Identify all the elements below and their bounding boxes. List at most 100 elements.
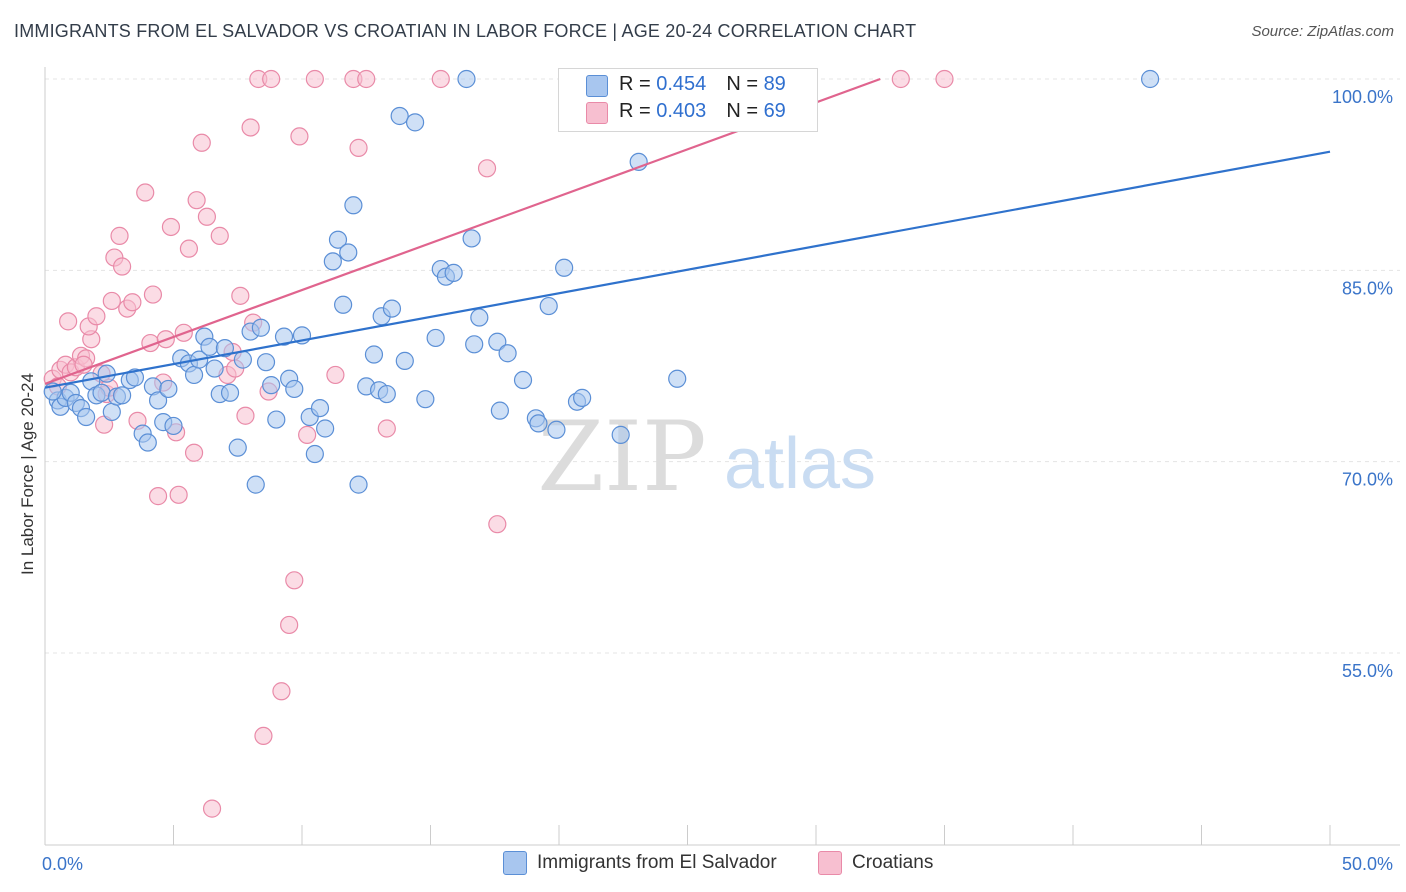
el-salvador-point	[470, 308, 489, 327]
el-salvador-point	[529, 414, 548, 433]
y-tick-label: 70.0%	[1342, 470, 1393, 490]
el-salvador-point	[125, 368, 145, 387]
el-salvador-point	[164, 416, 183, 436]
el-salvador-point	[267, 410, 286, 429]
el-salvador-point	[426, 328, 445, 348]
el-salvador-point	[364, 345, 384, 364]
el-salvador-point	[159, 379, 178, 399]
el-salvador-point	[138, 433, 157, 452]
croatians-point	[184, 443, 204, 462]
source-credit: Source: ZipAtlas.com	[1251, 23, 1394, 40]
el-salvador-point	[498, 344, 517, 363]
legend-n-value: 69	[763, 100, 786, 122]
el-salvador-point	[1140, 69, 1160, 89]
croatians-point	[488, 515, 507, 534]
el-salvador-point	[611, 425, 630, 444]
croatians-point	[123, 293, 142, 312]
el-salvador-point	[220, 383, 240, 402]
el-salvador-point	[555, 258, 574, 277]
el-salvador-point	[305, 444, 324, 464]
croatians-point	[236, 406, 255, 425]
bottom-legend-label-croatians: Croatians	[852, 852, 934, 873]
el-salvador-point	[102, 402, 121, 422]
bottom-legend-swatch-el-salvador	[503, 851, 527, 875]
el-salvador-point	[228, 438, 247, 457]
croatians-point	[349, 138, 368, 157]
el-salvador-point	[416, 390, 435, 409]
el-salvador-point	[97, 364, 116, 383]
chart-title: IMMIGRANTS FROM EL SALVADOR VS CROATIAN …	[14, 21, 917, 41]
bottom-legend-label-el-salvador: Immigrants from El Salvador	[537, 852, 777, 873]
legend-r-label: R =	[619, 100, 657, 122]
bottom-legend-swatch-croatians	[818, 851, 842, 875]
el-salvador-point	[323, 252, 342, 271]
croatians-point	[87, 307, 106, 326]
el-salvador-points	[43, 69, 1160, 494]
el-salvador-point	[539, 296, 558, 316]
el-salvador-point	[405, 113, 425, 132]
axes	[44, 67, 1400, 846]
legend-swatch-el-salvador	[586, 75, 608, 97]
croatians-point	[477, 159, 497, 178]
croatians-point	[169, 485, 188, 504]
croatians-point	[192, 133, 211, 152]
legend-r-label: R =	[619, 73, 657, 95]
el-salvador-point	[382, 299, 402, 318]
el-salvador-point	[262, 376, 281, 395]
el-salvador-point	[344, 196, 363, 215]
croatians-point	[891, 69, 910, 89]
el-salvador-point	[112, 386, 132, 405]
el-salvador-point	[444, 263, 463, 282]
legend-n-label: N =	[726, 100, 764, 122]
el-salvador-point	[668, 369, 687, 388]
croatians-point	[202, 799, 222, 818]
el-salvador-point	[573, 388, 592, 407]
croatians-point	[179, 239, 199, 258]
correlation-legend: R = 0.454 N = 89 R = 0.403 N = 69	[558, 68, 818, 132]
x-tick-label: 50.0%	[1342, 854, 1393, 874]
bottom-legend-el-salvador: Immigrants from El Salvador	[503, 851, 777, 875]
croatians-point	[197, 207, 217, 226]
y-tick-label: 55.0%	[1342, 661, 1393, 681]
croatians-point	[298, 425, 317, 444]
el-salvador-point	[377, 384, 396, 404]
croatians-point	[290, 127, 309, 146]
el-salvador-point	[310, 398, 330, 418]
croatians-point	[210, 226, 229, 245]
legend-r-value: 0.454	[656, 73, 707, 95]
el-salvador-point	[334, 295, 353, 314]
el-salvador-point	[184, 365, 204, 385]
el-salvador-point	[205, 359, 224, 378]
croatians-point	[143, 285, 163, 304]
croatians-point	[377, 419, 396, 438]
el-salvador-point	[349, 475, 368, 494]
croatians-point	[110, 226, 129, 245]
el-salvador-point	[465, 335, 484, 354]
el-salvador-point	[316, 419, 335, 438]
legend-r-value: 0.403	[656, 100, 707, 122]
croatians-point	[102, 291, 121, 311]
el-salvador-point	[285, 379, 304, 399]
el-salvador-point	[256, 353, 276, 372]
bottom-legend-croatians: Croatians	[818, 851, 933, 875]
croatians-point	[305, 69, 324, 89]
el-salvador-point	[339, 243, 358, 262]
x-tick-label: 0.0%	[42, 854, 83, 874]
croatians-point	[59, 312, 78, 331]
el-salvador-point	[148, 391, 168, 410]
el-salvador-point	[251, 318, 270, 337]
el-salvador-point	[92, 383, 111, 402]
croatians-point	[272, 682, 291, 701]
legend-swatch-croatians	[586, 102, 608, 124]
croatians-point	[357, 69, 376, 89]
el-salvador-point	[395, 351, 414, 370]
el-salvador-point	[513, 370, 533, 390]
croatians-point	[431, 69, 450, 89]
y-tick-label: 100.0%	[1332, 87, 1393, 107]
y-tick-label: 85.0%	[1342, 278, 1393, 298]
legend-n-value: 89	[763, 73, 786, 95]
el-salvador-point	[77, 407, 96, 427]
croatians-point	[326, 365, 345, 385]
el-salvador-point	[390, 106, 409, 126]
